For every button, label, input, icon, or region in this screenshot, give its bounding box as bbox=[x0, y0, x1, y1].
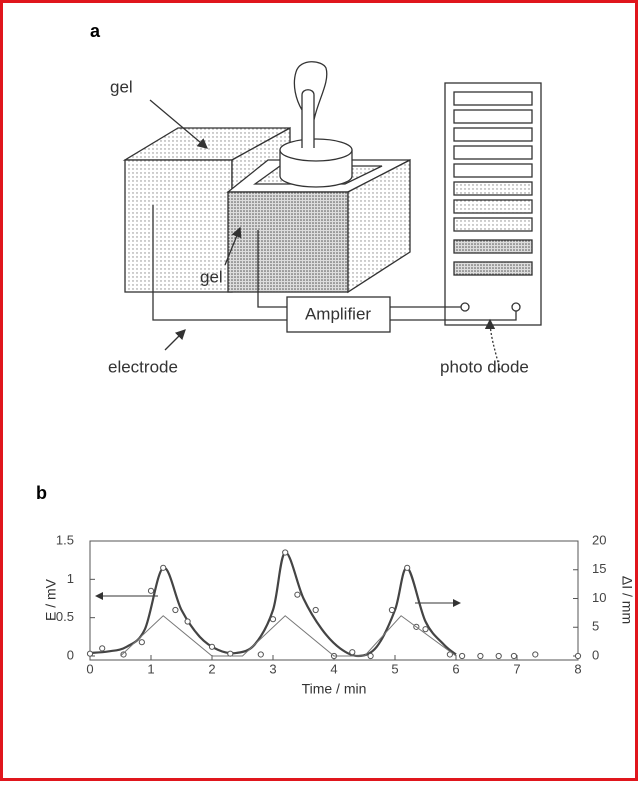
y2-tick-label: 5 bbox=[592, 619, 599, 634]
panel-label: b bbox=[36, 483, 47, 503]
data-point bbox=[294, 591, 301, 598]
finger bbox=[293, 61, 328, 148]
data-point bbox=[99, 645, 106, 652]
data-point bbox=[269, 616, 277, 623]
data-point bbox=[495, 652, 502, 660]
wires bbox=[152, 205, 517, 321]
data-point bbox=[138, 639, 145, 646]
x-tick-label: 0 bbox=[86, 661, 93, 676]
data-point bbox=[422, 626, 429, 633]
data-point bbox=[120, 651, 127, 658]
x-tick-label: 7 bbox=[513, 661, 520, 676]
data-point bbox=[477, 652, 484, 660]
gel-right-front bbox=[227, 191, 349, 293]
x-axis-title: Time / min bbox=[302, 681, 367, 697]
gel-label: gel bbox=[110, 77, 133, 96]
diagram bbox=[122, 61, 542, 371]
data-point bbox=[86, 650, 94, 657]
data-point bbox=[147, 587, 155, 594]
gel-right-side bbox=[347, 158, 411, 294]
y2-axis-title: ΔI / mm bbox=[619, 576, 635, 624]
gel-label: gel bbox=[200, 267, 223, 286]
x-tick-label: 2 bbox=[208, 661, 215, 676]
y-axis-title: E / mV bbox=[43, 578, 59, 621]
y-tick-label: 0 bbox=[67, 647, 74, 662]
data-point bbox=[172, 606, 179, 614]
data-point bbox=[388, 606, 396, 614]
panel-label: a bbox=[90, 21, 101, 41]
electrode-label: electrode bbox=[108, 357, 178, 376]
y2-tick-label: 15 bbox=[592, 561, 606, 576]
y-tick-label: 1 bbox=[67, 571, 74, 586]
data-point bbox=[367, 652, 374, 660]
data-point bbox=[532, 651, 539, 658]
photo-diode-label: photo diode bbox=[440, 357, 529, 376]
line bbox=[120, 615, 457, 657]
data-point bbox=[312, 606, 319, 614]
data-point bbox=[160, 564, 167, 571]
data-point bbox=[208, 643, 216, 650]
data-point bbox=[404, 564, 411, 571]
x-tick-label: 3 bbox=[269, 661, 276, 676]
y-tick-label: 0.5 bbox=[56, 609, 74, 624]
amplifier-box bbox=[286, 296, 391, 333]
x-tick-label: 6 bbox=[452, 661, 459, 676]
x-tick-label: 8 bbox=[574, 661, 581, 676]
y-tick-label: 1.5 bbox=[56, 532, 74, 547]
data-point bbox=[184, 618, 191, 625]
x-tick-label: 5 bbox=[391, 661, 398, 676]
disc-top bbox=[279, 138, 353, 162]
data-point bbox=[257, 651, 264, 658]
y2-tick-label: 20 bbox=[592, 532, 606, 547]
data-point bbox=[459, 652, 466, 660]
x-tick-label: 1 bbox=[147, 661, 154, 676]
x-tick-label: 4 bbox=[330, 661, 337, 676]
data-point bbox=[282, 549, 289, 556]
data-point bbox=[574, 652, 582, 660]
data-point bbox=[510, 652, 518, 660]
y2-tick-label: 0 bbox=[592, 647, 599, 662]
diodes bbox=[453, 91, 533, 276]
curve bbox=[89, 551, 457, 658]
amplifier-label: Amplifier bbox=[305, 304, 371, 323]
data-point bbox=[349, 649, 356, 656]
y2-tick-label: 10 bbox=[592, 590, 606, 605]
